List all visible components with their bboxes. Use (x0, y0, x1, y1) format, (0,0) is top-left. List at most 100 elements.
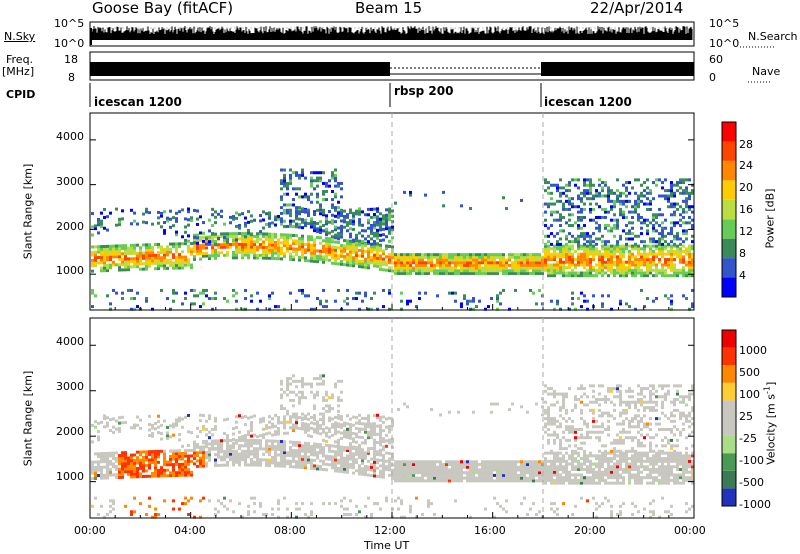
power-cell (316, 179, 319, 183)
vel-cell (244, 444, 247, 448)
vel-cell (385, 439, 388, 443)
power-cell (610, 207, 613, 211)
power-cell (544, 202, 547, 206)
vel-cell (436, 476, 439, 480)
vel-cell (133, 461, 136, 465)
power-cell (391, 236, 394, 240)
vel-cell (157, 431, 160, 435)
vel-cell (427, 465, 430, 469)
vel-cell (346, 448, 349, 452)
vel-cell (424, 463, 427, 466)
vel-cell (379, 424, 382, 428)
power-cell (430, 266, 433, 270)
power-cell (271, 238, 274, 242)
vel-cell (394, 468, 397, 472)
vel-cell (139, 458, 142, 462)
power-cell (610, 266, 613, 270)
vel-cell (133, 469, 136, 473)
power-cell (295, 171, 298, 175)
power-cell (376, 218, 379, 222)
power-cell (382, 257, 385, 261)
power-cell (382, 260, 385, 264)
vel-cell (133, 467, 136, 471)
vel-cell (157, 420, 160, 424)
power-cell (667, 194, 670, 198)
power-cell (265, 256, 268, 260)
power-cell (322, 213, 325, 217)
power-cell (571, 274, 574, 278)
power-cell (370, 245, 373, 249)
power-cell (613, 247, 616, 251)
power-cell (304, 250, 307, 254)
power-cell (685, 210, 688, 214)
power-cell (640, 215, 643, 219)
power-cell (598, 266, 601, 270)
power-cell (556, 242, 559, 246)
power-cell (592, 218, 595, 222)
power-cell (607, 260, 610, 264)
vel-cell (352, 431, 355, 435)
power-cell (118, 257, 121, 261)
power-cell (679, 268, 682, 272)
power-cell (97, 223, 100, 227)
vel-cell (202, 496, 205, 500)
vel-cell (298, 460, 301, 464)
vel-cell (421, 463, 424, 466)
power-cell (505, 258, 508, 262)
power-cell (595, 242, 598, 246)
vel-cell (310, 513, 313, 516)
power-cell (514, 253, 517, 257)
power-cell (280, 168, 283, 172)
power-cell (430, 255, 433, 259)
power-cell (370, 261, 373, 265)
vel-cell (334, 469, 337, 473)
power-cell (634, 271, 637, 275)
vel-cell (241, 415, 244, 419)
power-cell (616, 271, 619, 275)
power-cell (406, 261, 409, 265)
power-cell (199, 238, 202, 242)
power-cell (367, 258, 370, 262)
vel-cell (409, 476, 412, 480)
vel-cell (265, 458, 268, 462)
power-cell (301, 250, 304, 254)
power-cell (382, 238, 385, 242)
vel-cell (286, 451, 289, 455)
vel-cell (376, 466, 379, 470)
power-cell (529, 263, 532, 267)
power-cell (451, 266, 454, 270)
vel-cell (379, 416, 382, 420)
vel-cell (289, 451, 292, 455)
power-cell (283, 307, 286, 311)
power-cell (616, 244, 619, 248)
power-cell (358, 220, 361, 224)
vel-cell (238, 444, 241, 448)
vel-cell (250, 434, 253, 438)
velocity-cells (91, 374, 694, 519)
power-cell (346, 252, 349, 256)
power-cell (676, 250, 679, 254)
power-cell (130, 246, 133, 250)
power-cell (442, 255, 445, 259)
power-cell (682, 266, 685, 270)
power-cell (580, 252, 583, 256)
power-cell (457, 253, 460, 257)
power-cell (517, 269, 520, 273)
power-cell (220, 251, 223, 255)
power-cell (370, 226, 373, 230)
vel-cell (436, 468, 439, 472)
vel-cell (364, 427, 367, 431)
power-cell (187, 247, 190, 251)
power-cell (571, 268, 574, 272)
power-cell (595, 263, 598, 267)
power-cell (430, 263, 433, 267)
power-cell (454, 291, 457, 295)
power-cell (241, 240, 244, 244)
power-cell (586, 234, 589, 238)
power-cell (406, 253, 409, 257)
power-cell (370, 223, 373, 227)
power-cell (331, 235, 334, 239)
vel-cell (175, 421, 178, 425)
vel-cell (361, 470, 364, 474)
vel-cell (340, 504, 343, 508)
